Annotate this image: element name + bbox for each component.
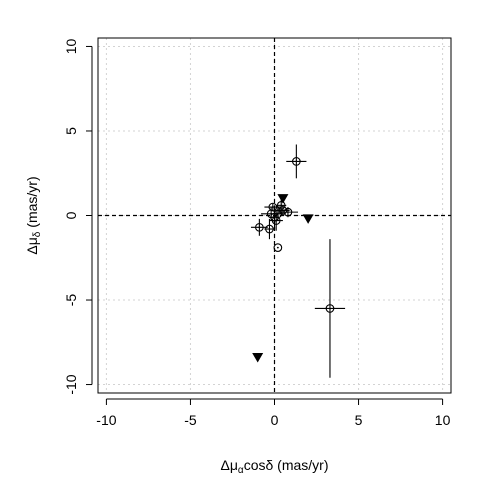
y-tick-label: 0 <box>63 211 79 219</box>
data-point-dot <box>276 246 279 249</box>
x-tick-label: 5 <box>355 412 363 428</box>
x-tick-label: -10 <box>96 412 116 428</box>
data-point-dot <box>258 226 261 229</box>
y-tick-label: 5 <box>63 127 79 135</box>
x-axis: -10 -5 0 5 10 <box>96 398 451 428</box>
data-point-dot <box>329 307 331 310</box>
y-tick-label: 10 <box>63 38 79 54</box>
data-point-circle <box>276 201 286 210</box>
x-axis-title: Δμαcosδ (mas/yr) <box>221 457 329 476</box>
data-point-dot <box>268 228 271 230</box>
data-point-circle <box>268 202 278 212</box>
y-tick-label: -5 <box>63 294 79 307</box>
data-point-dot <box>280 204 283 207</box>
data-point-circle <box>283 207 293 217</box>
x-tick-label: 10 <box>435 412 451 428</box>
data-point-circle <box>273 209 283 219</box>
y-axis-title: Δμδ (mas/yr) <box>24 176 43 254</box>
data-point-circle <box>273 243 283 252</box>
data-point-circle <box>325 304 335 313</box>
error-bars <box>250 144 346 378</box>
data-point-triangle <box>277 194 289 204</box>
data-point-circle <box>265 224 274 234</box>
y-axis: -10 -5 0 5 10 <box>63 38 93 395</box>
data-point-dot <box>295 160 298 163</box>
data-point-circle <box>255 222 264 232</box>
data-point-dot <box>287 211 289 214</box>
data-point-triangle <box>302 214 314 224</box>
data-point-dot <box>282 209 284 212</box>
x-tick-label: 0 <box>271 412 279 428</box>
data-point-triangle <box>252 353 264 363</box>
data-point-circle <box>292 157 301 166</box>
y-tick-label: -10 <box>63 374 79 394</box>
plot-frame <box>97 37 452 394</box>
data-point-dot <box>271 206 274 208</box>
x-tick-label: -5 <box>184 412 197 428</box>
data-points <box>252 157 335 363</box>
data-point-dot <box>276 212 279 215</box>
